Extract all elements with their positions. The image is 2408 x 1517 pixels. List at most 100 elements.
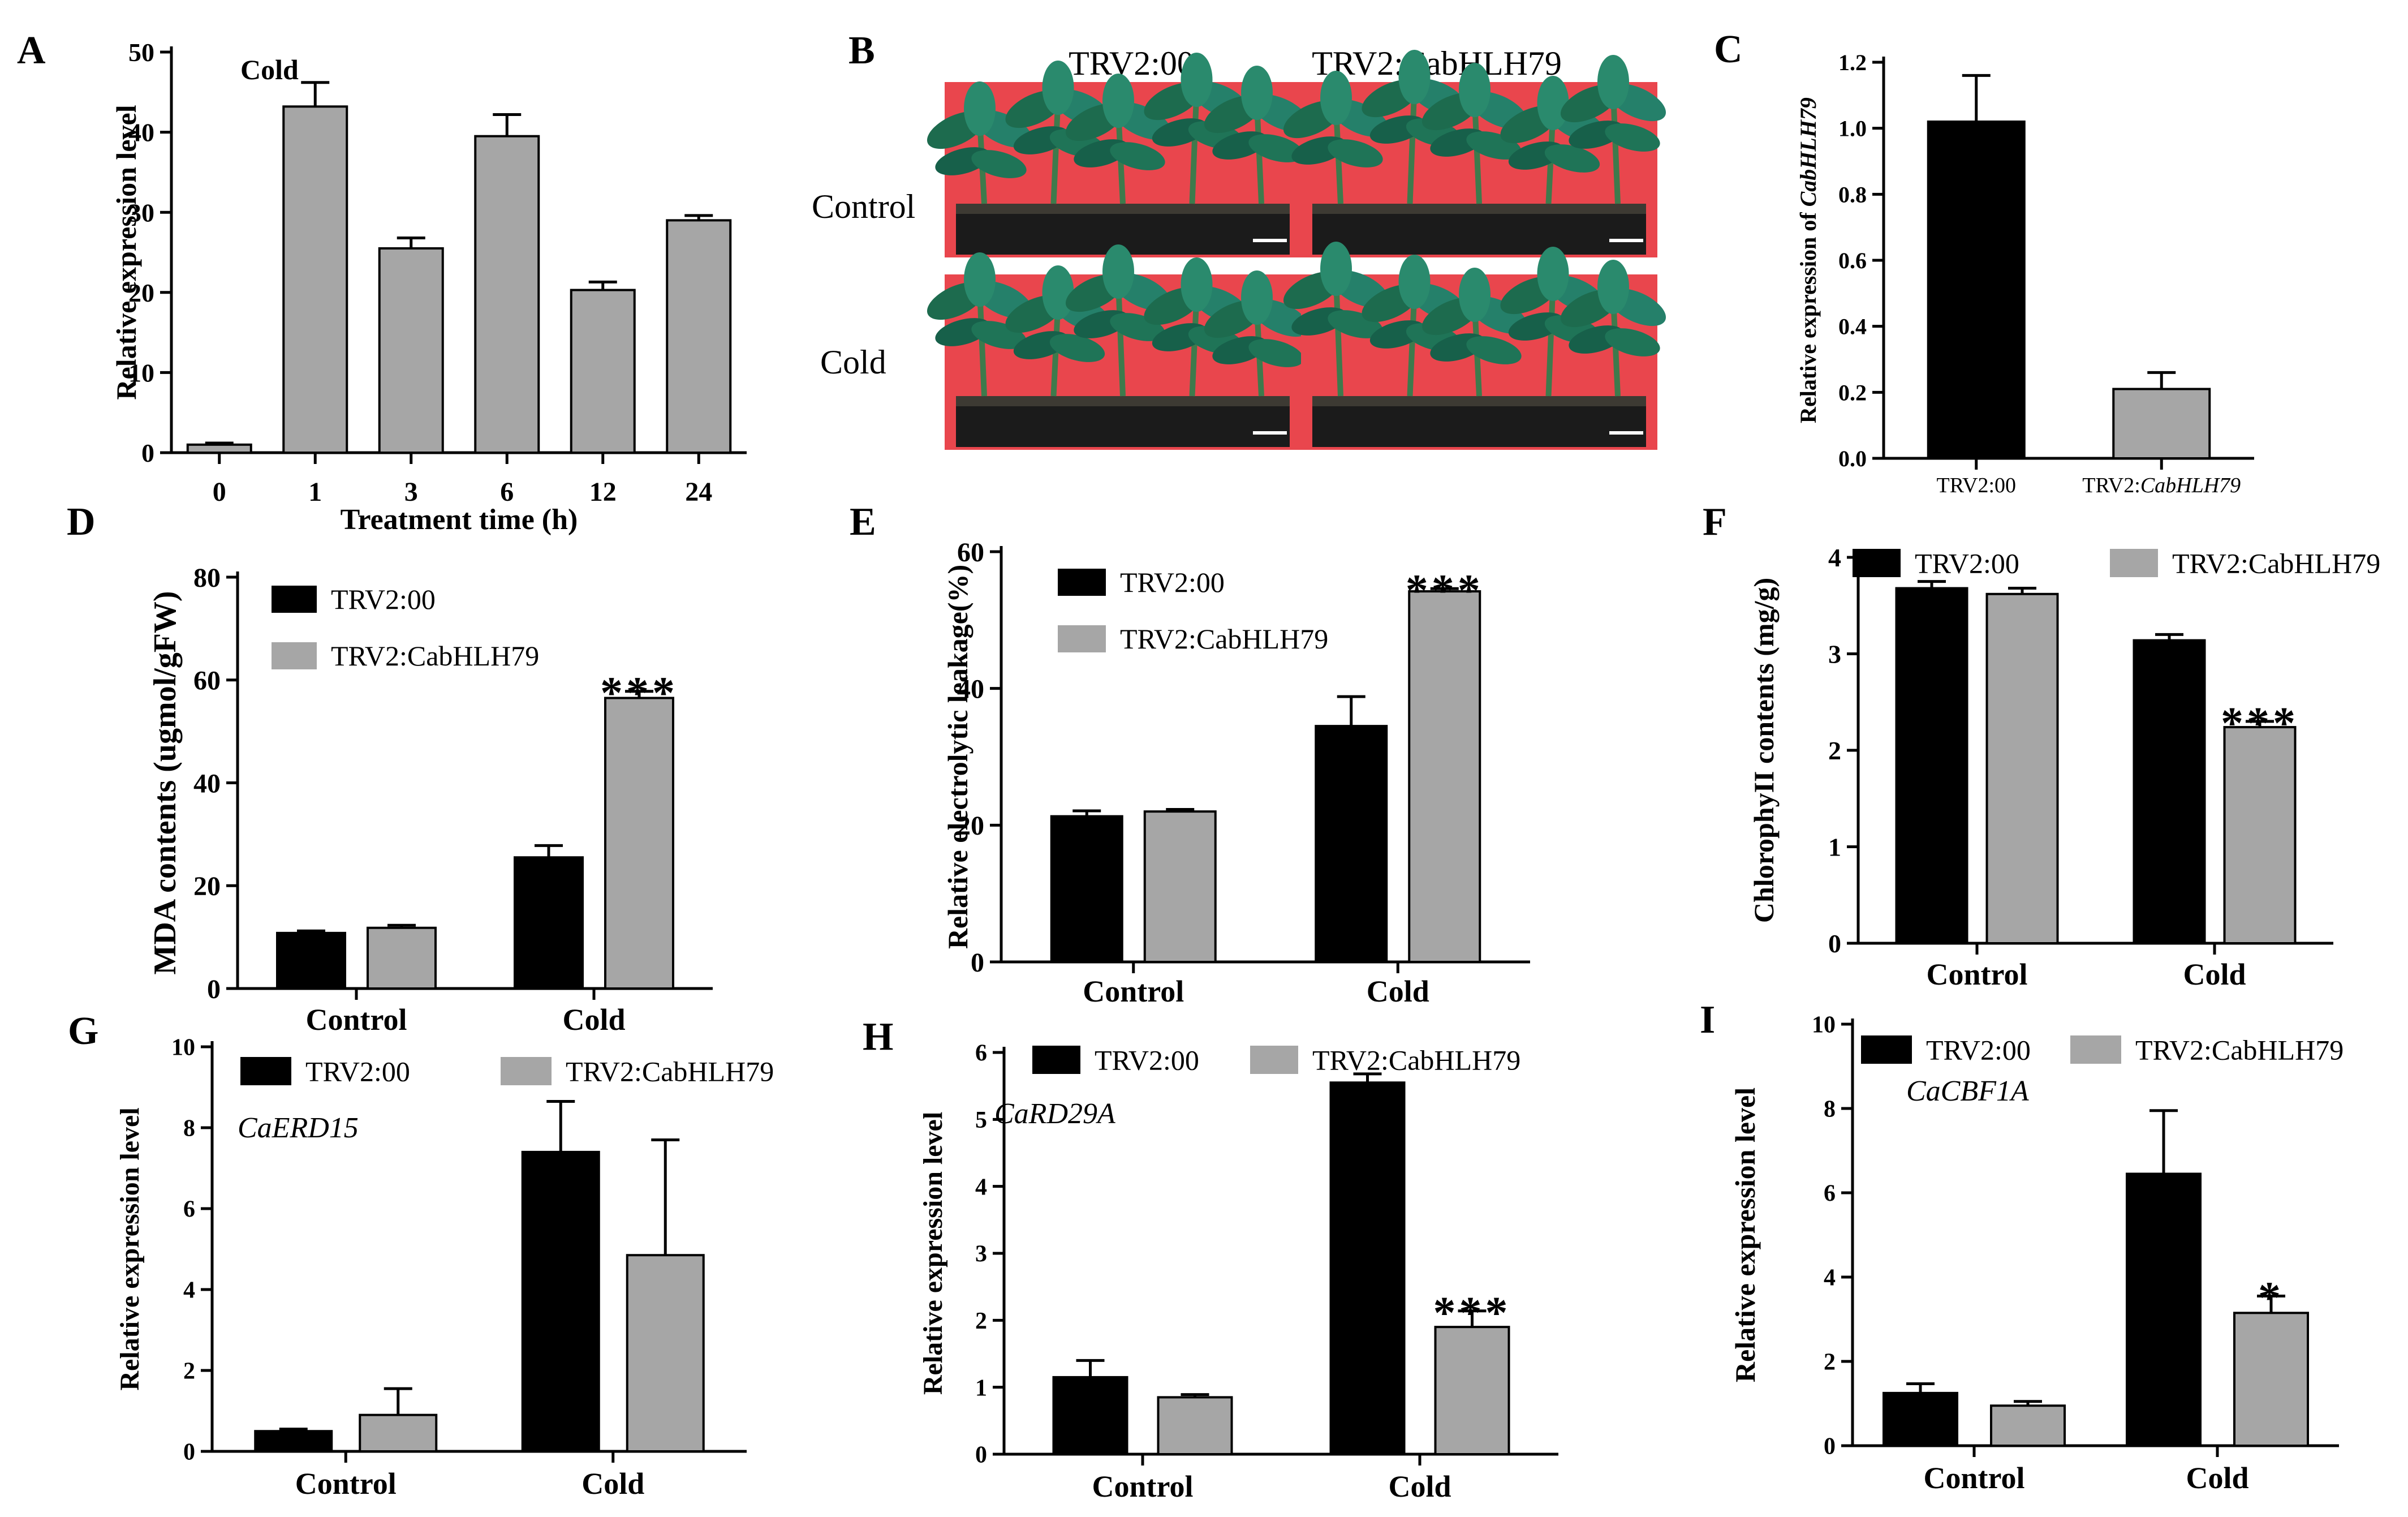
plant-leaf (1248, 134, 1304, 162)
bar (514, 856, 584, 990)
row-title: Control (812, 188, 915, 225)
y-tick-label: 4 (1824, 1265, 1836, 1291)
row-title: Cold (820, 343, 886, 381)
bar (378, 247, 444, 454)
gene-label: CaCBF1A (1906, 1075, 2029, 1107)
chart-title: Cold (240, 54, 299, 85)
panel-label: C (1714, 28, 1743, 71)
x-tick-label: Control (1926, 957, 2027, 991)
plant-leaf (1537, 247, 1569, 301)
plant-stem (1189, 89, 1200, 204)
panel-label: F (1703, 500, 1727, 544)
plant-leaf (1597, 260, 1629, 314)
legend-swatch (2070, 1035, 2121, 1064)
bar (1985, 592, 2059, 945)
legend-label: TRV2:00 (305, 1056, 410, 1088)
plant-stem (1545, 283, 1556, 397)
plant-leaf (1459, 63, 1491, 117)
legend-swatch (272, 642, 317, 669)
y-tick-label: 1 (1828, 833, 1841, 862)
plant-leaf (1398, 50, 1431, 104)
bar (1883, 1391, 1958, 1447)
panel-label: G (68, 1009, 98, 1053)
plant-leaf (1328, 139, 1383, 167)
chart-panel-h: H 0 1 2 3 4 5 6 Relative expression level CaRD29A… (863, 1015, 1558, 1503)
bar (1157, 1396, 1233, 1456)
bar (254, 1430, 333, 1452)
bar (1895, 587, 1968, 945)
plant-stem (1407, 291, 1418, 397)
y-tick-label: 20 (193, 871, 221, 901)
legend-swatch (2110, 549, 2158, 577)
x-tick-label: Control (305, 1003, 407, 1037)
plant-leaf (1597, 55, 1629, 109)
y-axis-label: Relative expression level (110, 105, 142, 399)
y-tick-label: 2 (975, 1308, 987, 1334)
legend-swatch (1058, 625, 1106, 652)
y-tick-label: 8 (183, 1116, 195, 1142)
y-tick-label: 10 (128, 359, 154, 388)
plant-leaf (1398, 255, 1431, 309)
y-tick-label: 0.8 (1838, 182, 1867, 207)
y-tick-label: 3 (1828, 640, 1841, 669)
y-tick-label: 20 (128, 278, 154, 307)
y-tick-label: 3 (975, 1241, 987, 1267)
y-axis-label-gene: CabHLH79 (1795, 97, 1821, 207)
y-tick-label: 5 (975, 1107, 987, 1133)
bar (186, 443, 252, 454)
y-tick-label: 4 (1828, 543, 1841, 572)
x-tick-label: 6 (500, 477, 514, 507)
y-axis-label: Relative electrolytic leakage(%) (942, 565, 973, 949)
y-tick-label: 20 (957, 811, 984, 841)
y-axis-label: ChlorophyII contents (mg/g) (1748, 578, 1780, 923)
x-tick-label: Cold (2186, 1461, 2248, 1495)
legend: TRV2:00 TRV2:CabHLH79 (1058, 566, 1328, 655)
plant-leaf (1042, 265, 1074, 320)
bar (2126, 1172, 2202, 1447)
y-tick-label: 60 (193, 666, 221, 696)
legend-label: TRV2:00 (1095, 1045, 1199, 1076)
legend-swatch (1058, 569, 1106, 596)
bar (1434, 1326, 1510, 1456)
significance-mark: * (2258, 1274, 2284, 1323)
plant-stem (977, 289, 987, 397)
tray-soil (956, 396, 1290, 406)
plant-leaf (1320, 242, 1352, 296)
bar (359, 1413, 438, 1452)
panel-label: B (848, 29, 875, 72)
bar (276, 931, 346, 990)
y-tick-label: 80 (193, 563, 221, 593)
legend-swatch (272, 586, 317, 613)
bar (570, 289, 636, 454)
bar (1927, 121, 2026, 459)
y-tick-label: 0.4 (1838, 314, 1867, 340)
legend-label: TRV2:CabHLH79 (1120, 623, 1328, 655)
column-title: TRV2:CabHLH79 (1312, 45, 1562, 82)
bar (521, 1150, 600, 1452)
legend-swatch (1032, 1046, 1080, 1074)
plant-photo (927, 244, 1310, 450)
legend-swatch (1861, 1035, 1912, 1064)
plant-leaf (1537, 76, 1569, 130)
bar (666, 219, 732, 454)
y-axis-label: Relative expression level (1729, 1088, 1761, 1382)
x-tick-label: Cold (1388, 1469, 1451, 1503)
plant-stem (1407, 87, 1418, 204)
y-tick-label: 8 (1824, 1097, 1836, 1123)
plant-stem (1050, 97, 1061, 204)
significance-mark: *** (600, 669, 678, 719)
y-tick-label: 0 (1828, 929, 1841, 958)
bar (282, 105, 348, 454)
plant-leaf (1544, 144, 1600, 173)
y-axis-label: Relative expression of CabHLH79 (1795, 97, 1821, 423)
bar (1052, 1376, 1128, 1456)
panel-label: D (67, 500, 96, 544)
bar (2233, 1312, 2309, 1447)
bar (1329, 1081, 1406, 1455)
x-tick-label: 24 (685, 477, 712, 507)
legend-swatch (1250, 1046, 1298, 1074)
plant-photo (1283, 50, 1666, 257)
plant-leaf (964, 81, 996, 136)
